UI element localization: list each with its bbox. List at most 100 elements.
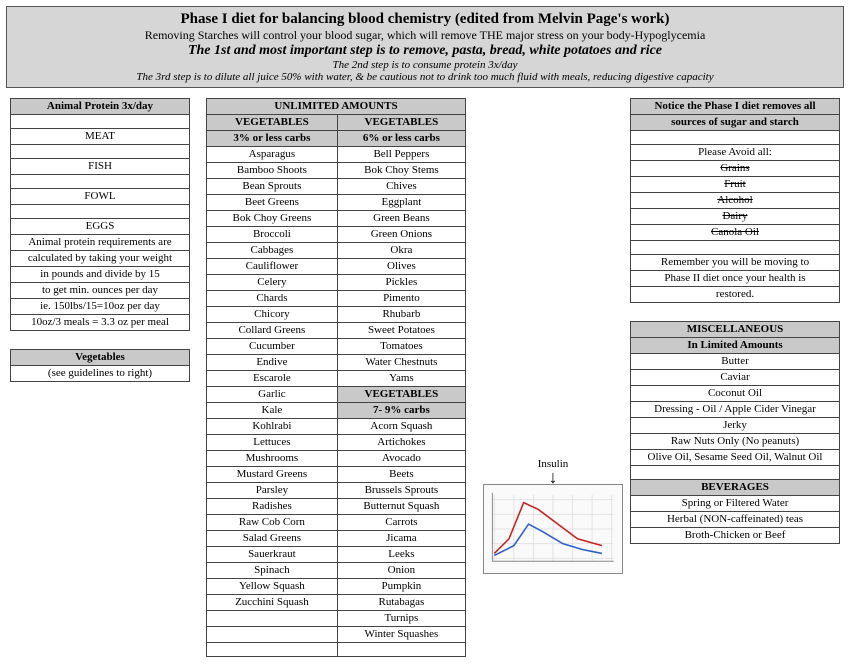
bev-item: Herbal (NON-caffeinated) teas bbox=[631, 512, 840, 528]
table-row: 7- 9% carbs bbox=[337, 403, 465, 419]
table-row: Zucchini Squash bbox=[207, 595, 338, 611]
table-row: Green Onions bbox=[337, 227, 465, 243]
table-row: Cabbages bbox=[207, 243, 338, 259]
table-row bbox=[337, 643, 465, 657]
table-row: Okra bbox=[337, 243, 465, 259]
table-row: Yams bbox=[337, 371, 465, 387]
avoid-item: Alcohol bbox=[631, 193, 840, 209]
table-row: Eggplant bbox=[337, 195, 465, 211]
table-row: Spinach bbox=[207, 563, 338, 579]
bev-item: Spring or Filtered Water bbox=[631, 496, 840, 512]
table-row: Water Chestnuts bbox=[337, 355, 465, 371]
arrow-down-icon: ↓ bbox=[478, 470, 628, 484]
bev-item: Broth-Chicken or Beef bbox=[631, 528, 840, 544]
header-line-2: Removing Starches will control your bloo… bbox=[13, 28, 837, 43]
remember-1: Remember you will be moving to bbox=[631, 255, 840, 271]
table-row: Rutabagas bbox=[337, 595, 465, 611]
table-row: Bell Peppers bbox=[337, 147, 465, 163]
table-row: Celery bbox=[207, 275, 338, 291]
blank-row bbox=[631, 131, 840, 145]
insulin-chart: Insulin ↓ bbox=[478, 458, 628, 577]
vegetables-note: (see guidelines to right) bbox=[11, 366, 190, 382]
table-row: Artichokes bbox=[337, 435, 465, 451]
misc-item: Butter bbox=[631, 354, 840, 370]
table-row: Mustard Greens bbox=[207, 467, 338, 483]
misc-item: Coconut Oil bbox=[631, 386, 840, 402]
vegetables-header: Vegetables bbox=[11, 350, 190, 366]
notice-table: Notice the Phase I diet removes all sour… bbox=[630, 98, 840, 303]
table-row: calculated by taking your weight bbox=[11, 251, 190, 267]
veg-col-b-sub: 6% or less carbs bbox=[337, 131, 465, 147]
table-row: Salad Greens bbox=[207, 531, 338, 547]
avoid-item: Grains bbox=[631, 161, 840, 177]
avoid-label: Please Avoid all: bbox=[631, 145, 840, 161]
table-row: Lettuces bbox=[207, 435, 338, 451]
misc-header: MISCELLANEOUS bbox=[631, 322, 840, 338]
vegetables-note-table: Vegetables (see guidelines to right) bbox=[10, 349, 190, 382]
table-row: Mushrooms bbox=[207, 451, 338, 467]
misc-sub: In Limited Amounts bbox=[631, 338, 840, 354]
table-row bbox=[11, 175, 190, 189]
header-banner: Phase I diet for balancing blood chemist… bbox=[6, 6, 844, 88]
table-row: Asparagus bbox=[207, 147, 338, 163]
table-row: Bamboo Shoots bbox=[207, 163, 338, 179]
table-row: Chives bbox=[337, 179, 465, 195]
remember-2: Phase II diet once your health is bbox=[631, 271, 840, 287]
table-row: Butternut Squash bbox=[337, 499, 465, 515]
table-row: Beet Greens bbox=[207, 195, 338, 211]
unlimited-header: UNLIMITED AMOUNTS bbox=[207, 99, 466, 115]
table-row: Collard Greens bbox=[207, 323, 338, 339]
table-row bbox=[11, 205, 190, 219]
misc-item: Jerky bbox=[631, 418, 840, 434]
table-row: Chicory bbox=[207, 307, 338, 323]
animal-protein-table: Animal Protein 3x/day MEATFISHFOWLEGGSAn… bbox=[10, 98, 190, 331]
avoid-item: Fruit bbox=[631, 177, 840, 193]
table-row: Bok Choy Greens bbox=[207, 211, 338, 227]
notice-header-1: Notice the Phase I diet removes all bbox=[631, 99, 840, 115]
table-row bbox=[11, 115, 190, 129]
remember-3: restored. bbox=[631, 287, 840, 303]
avoid-item: Dairy bbox=[631, 209, 840, 225]
misc-item: Olive Oil, Sesame Seed Oil, Walnut Oil bbox=[631, 450, 840, 466]
table-row: Bok Choy Stems bbox=[337, 163, 465, 179]
table-row: Pimento bbox=[337, 291, 465, 307]
table-row: Raw Cob Corn bbox=[207, 515, 338, 531]
table-row: Jicama bbox=[337, 531, 465, 547]
table-row bbox=[207, 643, 338, 657]
bev-header: BEVERAGES bbox=[631, 480, 840, 496]
table-row: Cauliflower bbox=[207, 259, 338, 275]
table-row: Sauerkraut bbox=[207, 547, 338, 563]
header-line-3: The 1st and most important step is to re… bbox=[13, 43, 837, 59]
table-row: Beets bbox=[337, 467, 465, 483]
table-row: Leeks bbox=[337, 547, 465, 563]
table-row: Rhubarb bbox=[337, 307, 465, 323]
table-row: Chards bbox=[207, 291, 338, 307]
table-row: ie. 150lbs/15=10oz per day bbox=[11, 299, 190, 315]
table-row: Cucumber bbox=[207, 339, 338, 355]
table-row: Tomatoes bbox=[337, 339, 465, 355]
table-row: Acorn Squash bbox=[337, 419, 465, 435]
misc-item: Dressing - Oil / Apple Cider Vinegar bbox=[631, 402, 840, 418]
table-row bbox=[207, 611, 338, 627]
veg-col-b-header: VEGETABLES bbox=[337, 115, 465, 131]
table-row: Kale bbox=[207, 403, 338, 419]
table-row: FISH bbox=[11, 159, 190, 175]
table-row: Sweet Potatoes bbox=[337, 323, 465, 339]
header-line-5: The 3rd step is to dilute all juice 50% … bbox=[13, 71, 837, 83]
table-row: Avocado bbox=[337, 451, 465, 467]
avoid-item: Canola Oil bbox=[631, 225, 840, 241]
page-title: Phase I diet for balancing blood chemist… bbox=[13, 11, 837, 28]
misc-item: Raw Nuts Only (No peanuts) bbox=[631, 434, 840, 450]
veg-col-a-sub: 3% or less carbs bbox=[207, 131, 338, 147]
animal-protein-header: Animal Protein 3x/day bbox=[11, 99, 190, 115]
insulin-chart-svg bbox=[483, 484, 623, 574]
table-row: Animal protein requirements are bbox=[11, 235, 190, 251]
table-row: in pounds and divide by 15 bbox=[11, 267, 190, 283]
table-row: to get min. ounces per day bbox=[11, 283, 190, 299]
blank-row bbox=[631, 466, 840, 480]
table-row: Olives bbox=[337, 259, 465, 275]
blank-row bbox=[631, 241, 840, 255]
table-row bbox=[11, 145, 190, 159]
table-row: Radishes bbox=[207, 499, 338, 515]
table-row: 10oz/3 meals = 3.3 oz per meal bbox=[11, 315, 190, 331]
